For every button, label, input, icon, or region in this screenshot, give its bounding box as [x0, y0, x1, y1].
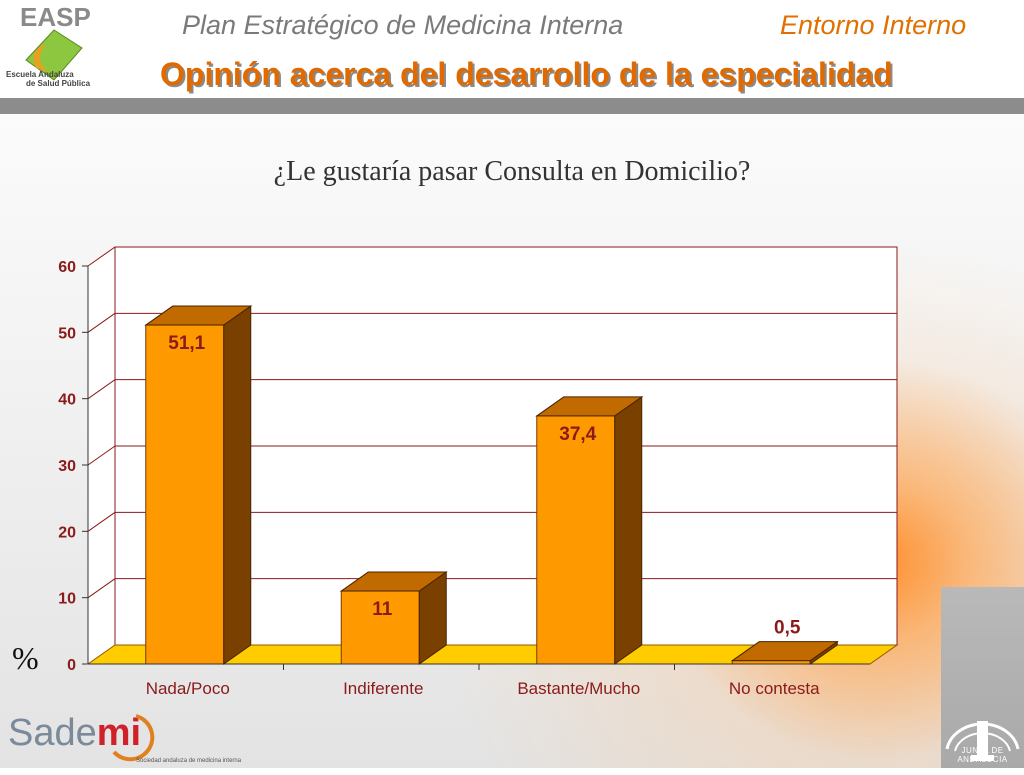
sademi-logo-text: Sademi [8, 712, 141, 755]
junta-emblem-icon [945, 721, 1020, 761]
data-label: 37,4 [559, 424, 596, 445]
y-tick-label: 60 [58, 259, 76, 276]
plan-title: Plan Estratégico de Medicina Interna [182, 10, 624, 40]
x-tick-label: Nada/Poco [146, 679, 230, 698]
bar-top [730, 641, 839, 662]
bar-top [535, 396, 644, 417]
y-tick-label: 50 [58, 325, 76, 342]
bar-top [144, 305, 253, 326]
gridline-side [87, 379, 116, 400]
data-label: 11 [372, 599, 393, 620]
sademi-logo: Sademi Sociedad andaluza de medicina int… [8, 712, 248, 768]
sademi-logo-text-1: Sade [8, 712, 97, 754]
header [0, 0, 1024, 100]
sademi-tagline: Sociedad andaluza de medicina interna [136, 758, 242, 764]
junta-andalucia-logo: JUNTA DE ANDALUCIA [941, 587, 1024, 768]
x-tick-label: Indiferente [343, 679, 423, 698]
bar-side [223, 305, 252, 665]
data-label: 0,5 [774, 618, 801, 639]
easp-logo: EASP Escuela Andaluza de Salud Pública [6, 2, 102, 94]
bar-top [339, 571, 448, 592]
bar [536, 415, 616, 665]
header-divider [0, 98, 1024, 114]
y-tick-label: 40 [58, 392, 76, 409]
gridline-side [87, 578, 116, 599]
section-title: Entorno Interno [780, 10, 967, 40]
y-tick-label: 20 [58, 524, 76, 541]
easp-logo-icon [25, 29, 83, 81]
y-axis-label: % [12, 640, 39, 676]
junta-text: JUNTA DE ANDALUCIA [957, 746, 1008, 764]
y-tick-label: 0 [67, 657, 76, 674]
easp-logo-text: EASP [20, 2, 91, 32]
easp-logo-subtitle: Escuela Andaluza de Salud Pública [6, 70, 106, 88]
easp-logo-subtitle-line2: de Salud Pública [26, 79, 91, 88]
gridline-side [87, 312, 116, 333]
x-tick-label: Bastante/Mucho [517, 679, 640, 698]
x-tick-label: No contesta [729, 679, 820, 698]
gridline-side [87, 445, 116, 466]
gridline-side [87, 246, 116, 267]
sademi-logo-text-2: mi [96, 712, 142, 754]
sademi-arc-icon [112, 714, 155, 762]
chart-title: ¿Le gustaría pasar Consulta en Domicilio… [273, 156, 751, 187]
data-label: 51,1 [168, 333, 205, 354]
gridline-side [87, 511, 116, 532]
bar-side [614, 395, 643, 665]
y-tick-label: 10 [58, 591, 76, 608]
bar [340, 590, 420, 665]
y-tick-label: 30 [58, 458, 76, 475]
bar [145, 324, 225, 665]
easp-logo-subtitle-line1: Escuela Andaluza [6, 70, 74, 79]
page-title: Opinión acerca del desarrollo de la espe… [160, 56, 893, 92]
